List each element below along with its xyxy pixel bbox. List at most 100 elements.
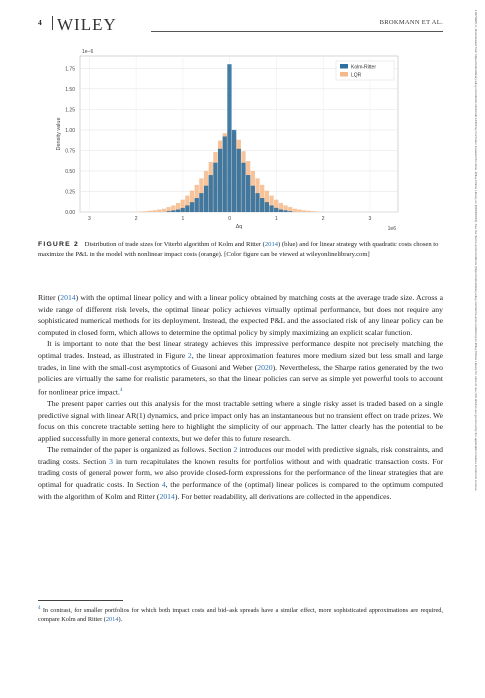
x-tick-label: 3 (369, 216, 372, 222)
histogram-bar-kolm-ritter (213, 162, 218, 212)
y-tick-label: 1.25 (65, 107, 75, 113)
histogram-bar-kolm-ritter (283, 210, 288, 212)
y-tick-label: 1.75 (65, 66, 75, 72)
histogram-bar-kolm-ritter (264, 202, 269, 212)
y-tick-label: 0.75 (65, 148, 75, 154)
paragraph-3: The present paper carries out this analy… (38, 398, 443, 443)
histogram-bar-kolm-ritter (180, 207, 185, 212)
x-axis-label: Δq (236, 224, 243, 230)
x-tick-label: 3 (88, 216, 91, 222)
histogram-bar-kolm-ritter (175, 209, 181, 212)
histogram-bar-lqr (269, 195, 274, 212)
histogram-bar-kolm-ritter (208, 175, 213, 212)
paragraph-2-text-c: ). Nevertheless, the Sharpe ratios gener… (38, 362, 443, 397)
paragraph-4-text-b: introduces our model with predictive sig… (38, 445, 443, 466)
histogram-bar-lqr (147, 210, 153, 212)
y-tick-label: 0.00 (65, 210, 75, 216)
histogram-bar-lqr (283, 205, 288, 212)
figure-ref-link[interactable]: 2 (187, 350, 192, 360)
histogram-bar-lqr (302, 210, 307, 212)
x-tick-label: 2 (322, 216, 325, 222)
histogram-bar-lqr (161, 208, 167, 212)
legend-box (335, 60, 395, 81)
y-axis-label: Density value (56, 117, 62, 150)
running-head: BROKMANN ET AL. (379, 19, 443, 26)
logo-divider (52, 16, 53, 30)
section-ref-link[interactable]: 3 (109, 456, 113, 466)
section-ref-link[interactable]: 2 (233, 445, 238, 455)
histogram-bar-kolm-ritter (194, 198, 199, 212)
x-tick-label: 1 (275, 216, 278, 222)
citation-link[interactable]: 2014 (60, 293, 76, 302)
main-text: Ritter (2014) with the optimal linear po… (38, 292, 443, 502)
histogram-bar-kolm-ritter (274, 207, 279, 212)
histogram-bar-kolm-ritter (246, 175, 251, 212)
histogram-chart: 0.00 0.25 0.50 0.75 1.00 1.25 1.50 1.75 3 2 1 0 1 2 3 1… (56, 49, 399, 232)
legend-swatch (340, 64, 348, 69)
footnote-rule (38, 600, 123, 601)
download-notice: 14679965, 0, Downloaded from https://onl… (474, 10, 478, 491)
caption-text: Distribution of trade sizes for Viterbi … (84, 241, 265, 248)
histogram-bar-kolm-ritter (171, 210, 176, 212)
header-rule (151, 31, 443, 32)
x-tick-label: 0 (228, 216, 231, 222)
histogram-bar-kolm-ritter (199, 193, 204, 212)
histogram-bar-kolm-ritter (203, 185, 209, 212)
caption-citation-link[interactable]: 2014 (264, 241, 279, 248)
histogram-bar-kolm-ritter (185, 205, 190, 212)
histogram-bar-lqr (180, 199, 185, 212)
histogram-bar-lqr (185, 195, 190, 212)
citation-link[interactable]: 2020 (257, 362, 273, 372)
footnote-marker[interactable]: 4 (119, 387, 123, 393)
histogram-bar-lqr (311, 211, 316, 212)
histogram-bar-kolm-ritter (241, 162, 246, 212)
histogram-bar-kolm-ritter (236, 148, 241, 212)
figure-label: FIGURE 2 (38, 241, 79, 248)
paragraph-4-text: The remainder of the paper is organized … (47, 445, 234, 455)
footnote-text: In contrast, for smaller portfolios for … (38, 607, 443, 624)
footnote-text-end: ). (118, 616, 123, 624)
paragraph-2-text-b: , the linear approximation features more… (38, 350, 444, 372)
legend-swatch (340, 72, 348, 77)
histogram-bar-kolm-ritter (166, 211, 171, 212)
histogram-bar-kolm-ritter (269, 205, 274, 212)
cite-author: Ritter ( (38, 293, 61, 302)
paragraph-2: It is important to note that the best li… (38, 338, 443, 398)
y-tick-label: 1.50 (65, 87, 75, 93)
figure-2: 0.00 0.25 0.50 0.75 1.00 1.25 1.50 1.75 3 2 1 0 1 2 3 1… (38, 44, 443, 232)
citation-link[interactable]: 2014 (159, 491, 175, 501)
paragraph-4-text-e: ). For better readability, all derivatio… (174, 491, 392, 501)
histogram-bar-kolm-ritter (255, 193, 260, 212)
section-ref-link[interactable]: 4 (161, 480, 166, 490)
y-tick-label: 1.00 (65, 128, 75, 134)
download-sidebar: 14679965, 0, Downloaded from https://onl… (471, 10, 481, 690)
histogram-bar-lqr (189, 190, 195, 212)
histogram-bar-kolm-ritter (260, 198, 265, 212)
histogram-bar-lqr (297, 209, 302, 212)
histogram-bar-kolm-ritter (278, 209, 284, 212)
caption-text-end: ) (blue) and for linear strategy with qu… (38, 241, 439, 258)
y-tick-label: 0.50 (65, 169, 75, 175)
page-header: 4 WILEY BROKMANN ET AL. (38, 14, 443, 36)
histogram-bar-kolm-ritter (217, 148, 223, 212)
histogram-bar-lqr (143, 211, 148, 212)
histogram-bar-kolm-ritter (231, 129, 237, 212)
histogram-bar-kolm-ritter (222, 136, 227, 212)
histogram-bar-lqr (292, 208, 298, 212)
legend-label: LQR (351, 73, 362, 79)
y-tick-label: 0.25 (65, 189, 75, 195)
histogram-bar-lqr (157, 209, 162, 212)
citation-link[interactable]: 2014 (105, 616, 119, 624)
paragraph-4-text-d: , the performance of the (optimal) linea… (38, 480, 443, 501)
y-offset-label: 1e−6 (82, 49, 93, 55)
histogram-bar-kolm-ritter (227, 64, 232, 212)
publisher-logo: WILEY (57, 15, 117, 34)
x-tick-label: 1 (181, 216, 184, 222)
histogram-bar-lqr (288, 207, 293, 212)
histogram-bar-kolm-ritter (288, 211, 293, 212)
histogram-bar-lqr (171, 205, 176, 212)
x-offset-label: 1e6 (388, 226, 397, 232)
histogram-bar-lqr (264, 190, 269, 212)
legend-label: Kolm-Ritter (351, 65, 376, 71)
footnote: 4 In contrast, for smaller portfolios fo… (38, 604, 443, 624)
